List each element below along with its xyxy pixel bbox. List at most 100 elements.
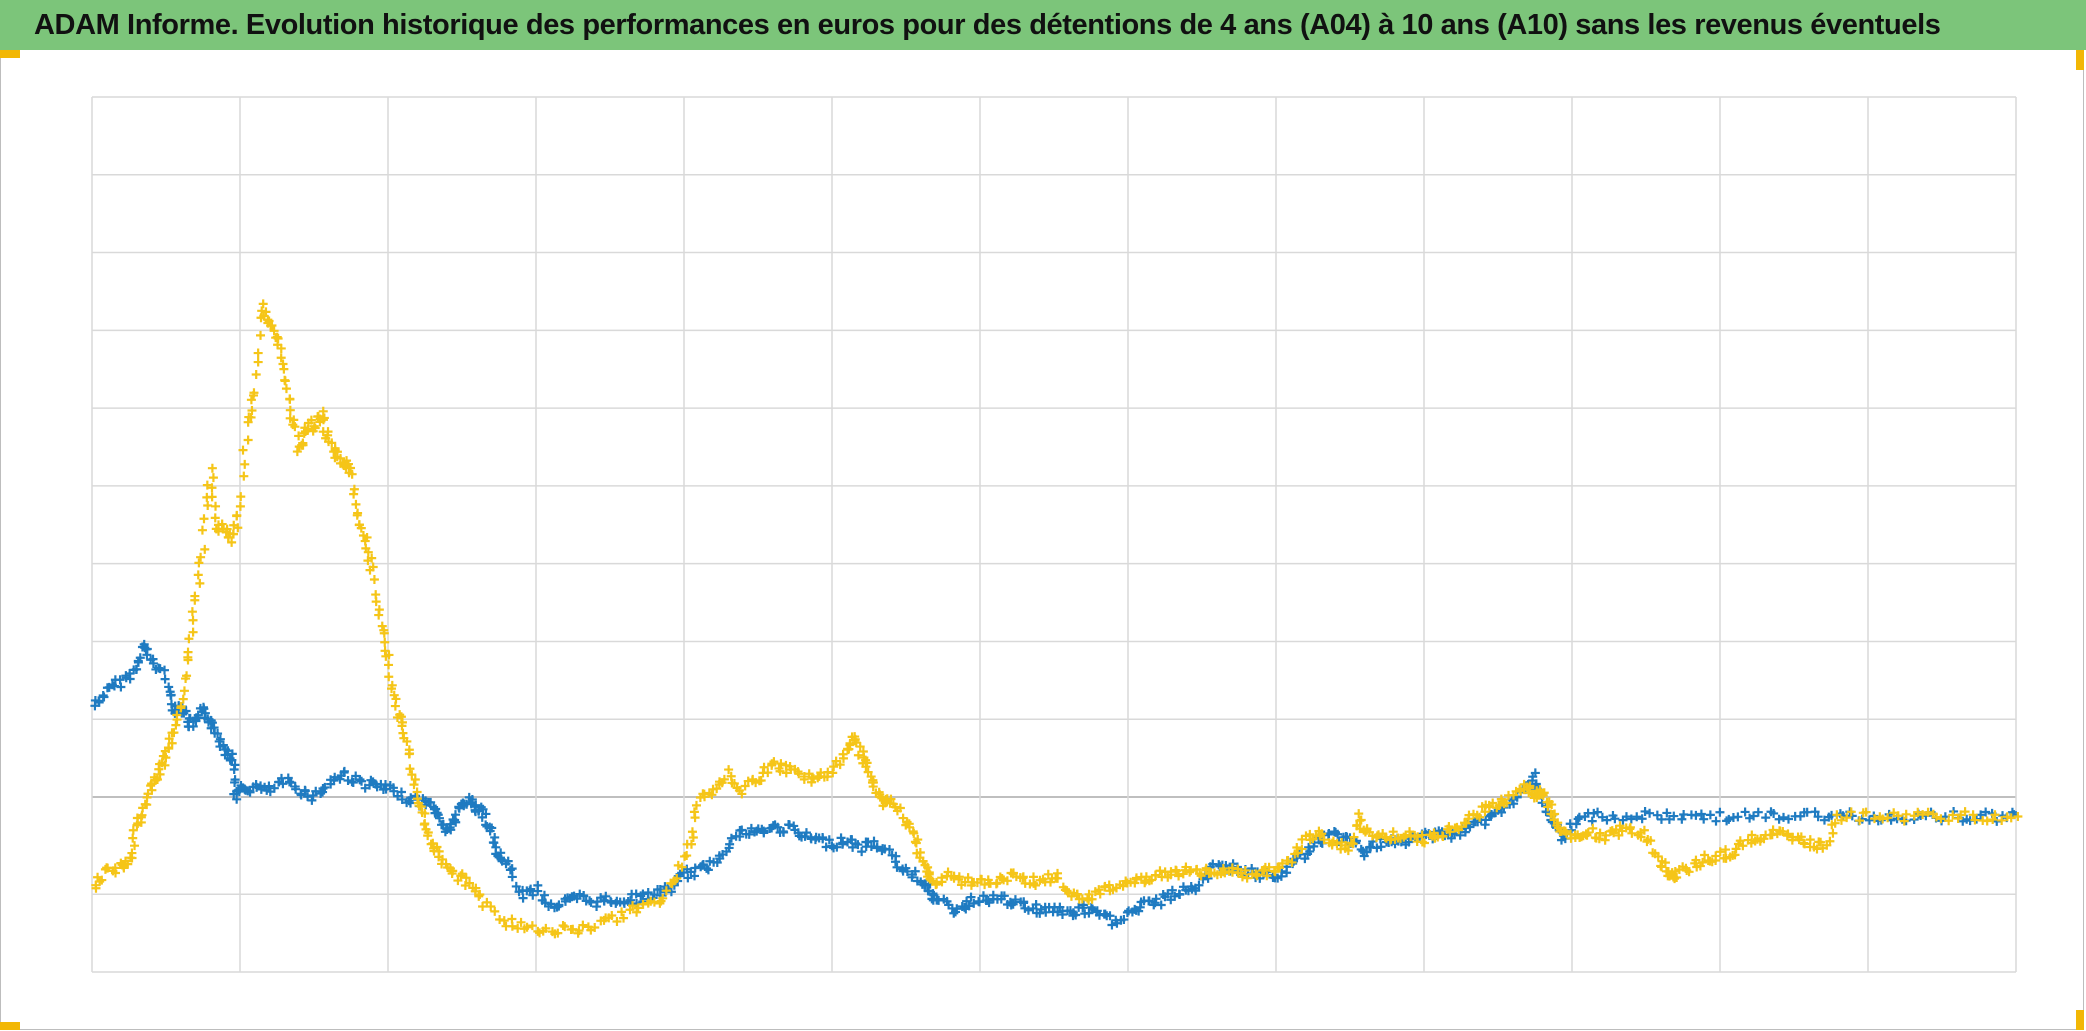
- point-marker: [1923, 807, 1933, 817]
- point-marker: [1240, 865, 1250, 875]
- point-marker: [251, 369, 261, 379]
- point-marker: [266, 321, 276, 331]
- point-marker: [1292, 843, 1302, 853]
- point-marker: [420, 819, 430, 829]
- point-marker: [1691, 810, 1701, 820]
- point-marker: [318, 406, 328, 416]
- point-marker: [1645, 808, 1655, 818]
- point-marker: [1601, 830, 1611, 840]
- point-marker: [202, 480, 212, 490]
- point-marker: [238, 445, 248, 455]
- point-marker: [861, 762, 871, 772]
- point-marker: [1144, 896, 1154, 906]
- point-marker: [1883, 813, 1893, 823]
- point-marker: [207, 718, 217, 728]
- point-marker: [719, 774, 729, 784]
- point-marker: [1185, 867, 1195, 877]
- point-marker: [448, 866, 458, 876]
- point-marker: [377, 621, 387, 631]
- point-marker: [229, 764, 239, 774]
- point-marker: [211, 501, 221, 511]
- point-marker: [511, 881, 521, 891]
- point-marker: [1960, 807, 1970, 817]
- point-marker: [801, 828, 811, 838]
- point-marker: [371, 597, 381, 607]
- point-marker: [1784, 814, 1793, 824]
- point-marker: [2006, 813, 2016, 823]
- point-marker: [1107, 920, 1117, 930]
- point-marker: [471, 883, 481, 893]
- point-marker: [1151, 870, 1161, 880]
- point-marker: [686, 839, 696, 849]
- point-marker: [759, 762, 769, 772]
- point-marker: [1445, 827, 1455, 837]
- point-marker: [1282, 868, 1292, 878]
- point-marker: [1175, 889, 1185, 899]
- point-marker: [475, 889, 485, 899]
- point-marker: [829, 762, 839, 772]
- point-marker: [261, 307, 271, 317]
- point-marker: [1071, 910, 1081, 920]
- point-marker: [294, 431, 304, 441]
- point-marker: [1539, 788, 1549, 798]
- point-marker: [1997, 815, 2007, 825]
- point-marker: [910, 866, 920, 876]
- point-marker: [1084, 889, 1094, 899]
- point-marker: [963, 873, 973, 883]
- point-marker: [232, 510, 242, 520]
- corner-mark-bottom-left: [0, 1022, 20, 1030]
- point-marker: [1100, 881, 1110, 891]
- point-marker: [1656, 814, 1666, 824]
- point-marker: [1376, 842, 1386, 852]
- point-marker: [1842, 813, 1852, 823]
- point-marker: [405, 749, 415, 759]
- point-marker: [437, 854, 447, 864]
- point-marker: [1317, 829, 1327, 839]
- point-marker: [1724, 814, 1734, 824]
- point-marker: [291, 784, 301, 794]
- point-marker: [1796, 832, 1806, 842]
- point-marker: [490, 906, 500, 916]
- point-marker: [781, 768, 791, 778]
- point-marker: [1571, 819, 1581, 829]
- point-marker: [1639, 825, 1649, 835]
- point-marker: [997, 873, 1007, 883]
- point-marker: [585, 896, 595, 906]
- point-marker: [853, 750, 863, 760]
- point-marker: [187, 607, 197, 617]
- point-marker: [737, 789, 747, 799]
- point-marker: [1684, 867, 1694, 877]
- point-marker: [363, 547, 373, 557]
- point-marker: [379, 628, 389, 638]
- point-marker: [1573, 814, 1583, 824]
- point-marker: [638, 889, 648, 899]
- point-marker: [759, 828, 769, 838]
- point-marker: [1602, 815, 1612, 825]
- point-marker: [278, 779, 288, 789]
- point-marker: [518, 893, 528, 903]
- point-marker: [832, 842, 842, 852]
- point-marker: [343, 459, 353, 469]
- point-marker: [1640, 806, 1650, 816]
- point-marker: [1319, 835, 1329, 845]
- point-marker: [1333, 829, 1343, 839]
- point-marker: [207, 492, 217, 502]
- point-marker: [505, 865, 515, 875]
- point-marker: [351, 499, 361, 509]
- point-marker: [773, 822, 783, 832]
- point-marker: [978, 891, 988, 901]
- point-marker: [553, 928, 563, 938]
- point-marker: [160, 760, 170, 770]
- point-marker: [1652, 810, 1662, 820]
- point-marker: [1705, 810, 1715, 820]
- point-marker: [1830, 818, 1840, 828]
- point-marker: [1343, 846, 1353, 856]
- point-marker: [934, 895, 944, 905]
- point-marker: [188, 721, 198, 731]
- point-marker: [1899, 816, 1909, 826]
- point-marker: [1662, 808, 1672, 818]
- point-marker: [527, 921, 537, 931]
- point-marker: [960, 902, 970, 912]
- point-marker: [1672, 873, 1682, 883]
- point-marker: [179, 708, 189, 718]
